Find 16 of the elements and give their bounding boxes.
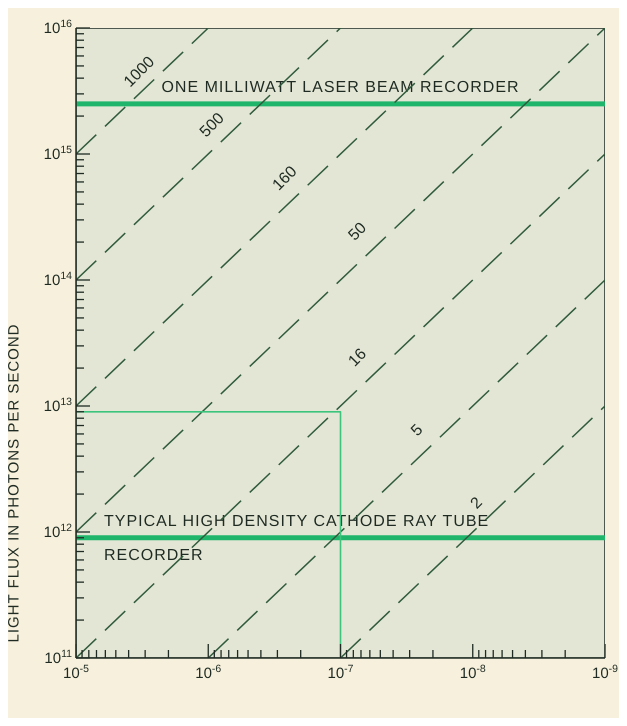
- text: 160: [270, 163, 301, 194]
- x-tick-label: 10$^{-9}$: [592, 663, 618, 682]
- text: 5: [408, 421, 426, 440]
- text: 500: [196, 110, 228, 141]
- x-tick-label: 10$^{-7}$: [327, 663, 354, 682]
- text: 16: [345, 345, 370, 370]
- text: 2: [468, 494, 486, 512]
- x-tick-label: 10$^{-8}$: [460, 663, 486, 682]
- x-tick-label: 10$^{-6}$: [195, 663, 222, 682]
- y-tick-label: 10$^{16}$: [44, 18, 72, 37]
- y-axis-title: LIGHT FLUX IN PHOTONS PER SECOND: [5, 324, 22, 642]
- y-tick-label: 10$^{14}$: [44, 270, 72, 289]
- y-tick-label: 10$^{15}$: [44, 144, 72, 163]
- text: 50: [345, 219, 370, 244]
- y-tick-label: 10$^{12}$: [44, 522, 72, 541]
- y-tick-label: 10$^{13}$: [44, 396, 72, 415]
